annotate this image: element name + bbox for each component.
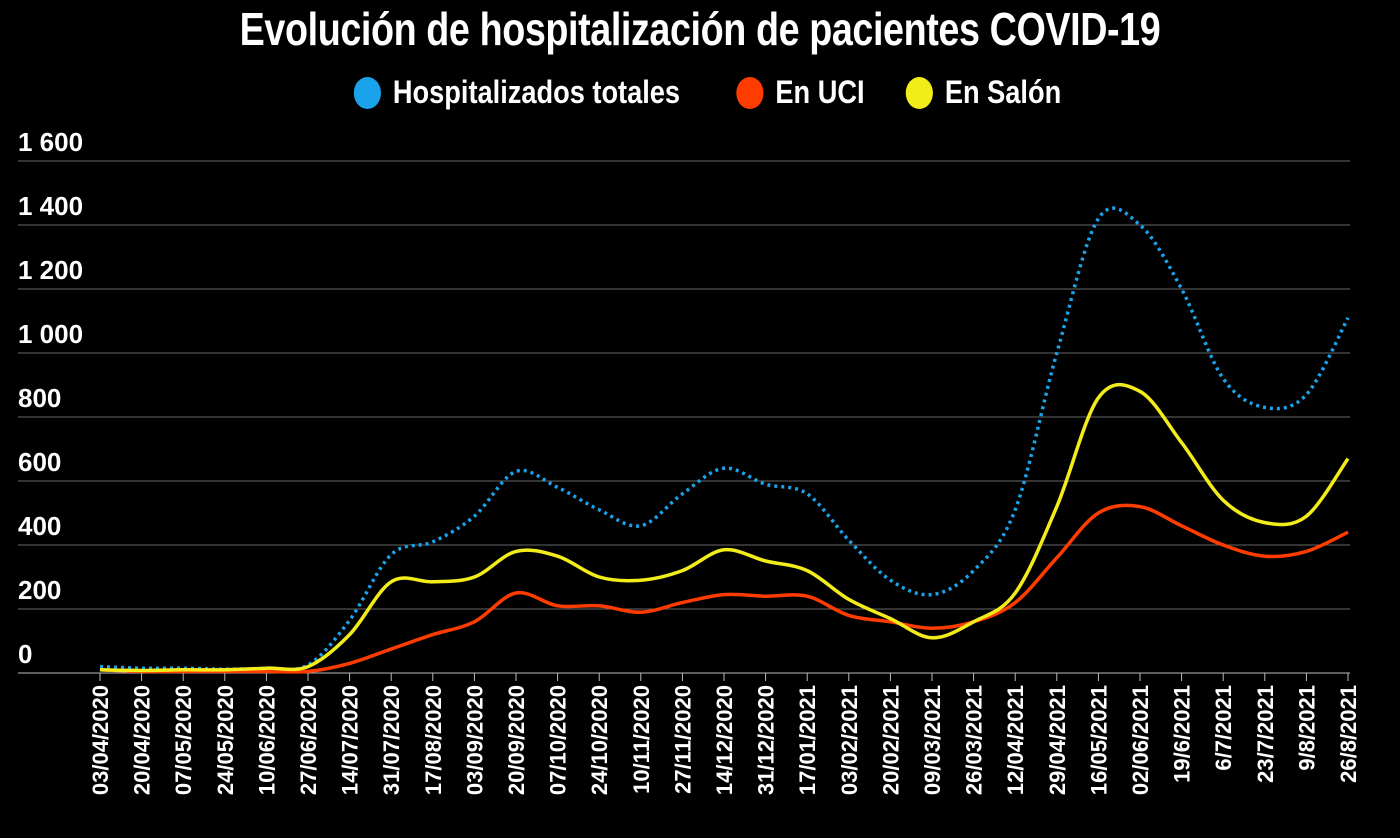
legend-marker-uci <box>736 76 764 109</box>
x-tick-label: 09/03/2021 <box>920 685 945 795</box>
x-tick-label: 03/04/2020 <box>88 685 113 795</box>
legend-item-uci: En UCI <box>736 74 865 111</box>
legend-label-uci: En UCI <box>775 74 865 110</box>
series-line-en-uci <box>99 503 1349 674</box>
y-tick-label: 200 <box>18 575 61 605</box>
x-tick-label: 23/7/2021 <box>1253 685 1278 783</box>
legend-item-salon: En Salón <box>905 74 1062 111</box>
x-tick-label: 29/04/2021 <box>1045 685 1070 795</box>
chart-title: Evolución de hospitalización de paciente… <box>239 3 1161 55</box>
x-tick-label: 24/10/2020 <box>587 685 612 795</box>
x-tick-label: 17/08/2020 <box>421 685 446 795</box>
legend-marker-total <box>353 76 382 109</box>
x-tick-label: 20/09/2020 <box>504 685 529 795</box>
x-tick-label: 14/12/2020 <box>712 685 737 795</box>
series-line-hospitalizados-totales <box>99 206 1350 672</box>
y-tick-label: 0 <box>18 639 32 669</box>
legend-item-total: Hospitalizados totales <box>353 74 681 111</box>
x-tick-label: 19/6/2021 <box>1170 685 1195 783</box>
y-tick-label: 1 600 <box>18 127 83 157</box>
x-tick-label: 16/05/2021 <box>1086 685 1111 795</box>
x-tick-label: 12/04/2021 <box>1003 685 1028 795</box>
x-tick-label: 27/11/2020 <box>670 685 695 794</box>
y-tick-label: 1 000 <box>18 319 83 349</box>
x-tick-label: 9/8/2021 <box>1294 685 1319 771</box>
y-tick-label: 800 <box>18 383 61 413</box>
x-tick-label: 31/07/2020 <box>379 685 404 795</box>
x-tick-label: 03/02/2021 <box>837 685 862 795</box>
x-tick-label: 10/11/2020 <box>629 685 654 794</box>
x-tick-label: 26/03/2021 <box>962 685 987 795</box>
y-tick-label: 1 200 <box>18 255 83 285</box>
y-tick-label: 1 400 <box>18 191 83 221</box>
series-line-en-salón <box>99 382 1350 673</box>
x-tick-label: 27/06/2020 <box>296 685 321 795</box>
x-tick-label: 20/04/2020 <box>130 685 155 795</box>
x-tick-label: 10/06/2020 <box>254 685 279 795</box>
x-tick-label: 26/8/2021 <box>1336 685 1361 783</box>
x-tick-label: 14/07/2020 <box>338 685 363 795</box>
x-tick-label: 24/05/2020 <box>213 685 238 795</box>
x-tick-label: 07/10/2020 <box>546 685 571 795</box>
legend-label-salon: En Salón <box>944 74 1062 110</box>
x-tick-label: 31/12/2020 <box>754 685 779 795</box>
x-tick-label: 6/7/2021 <box>1211 685 1236 771</box>
legend-label-total: Hospitalizados totales <box>393 74 681 110</box>
legend: Hospitalizados totales En UCI En Salón <box>0 74 1400 111</box>
x-tick-label: 17/01/2021 <box>795 685 820 795</box>
y-tick-label: 400 <box>18 511 61 541</box>
legend-marker-salon <box>905 76 933 109</box>
x-tick-label: 03/09/2020 <box>462 685 487 795</box>
y-tick-label: 600 <box>18 447 61 477</box>
x-tick-label: 02/06/2021 <box>1128 685 1153 795</box>
x-tick-label: 20/02/2021 <box>878 685 903 795</box>
x-tick-label: 07/05/2020 <box>171 685 196 795</box>
